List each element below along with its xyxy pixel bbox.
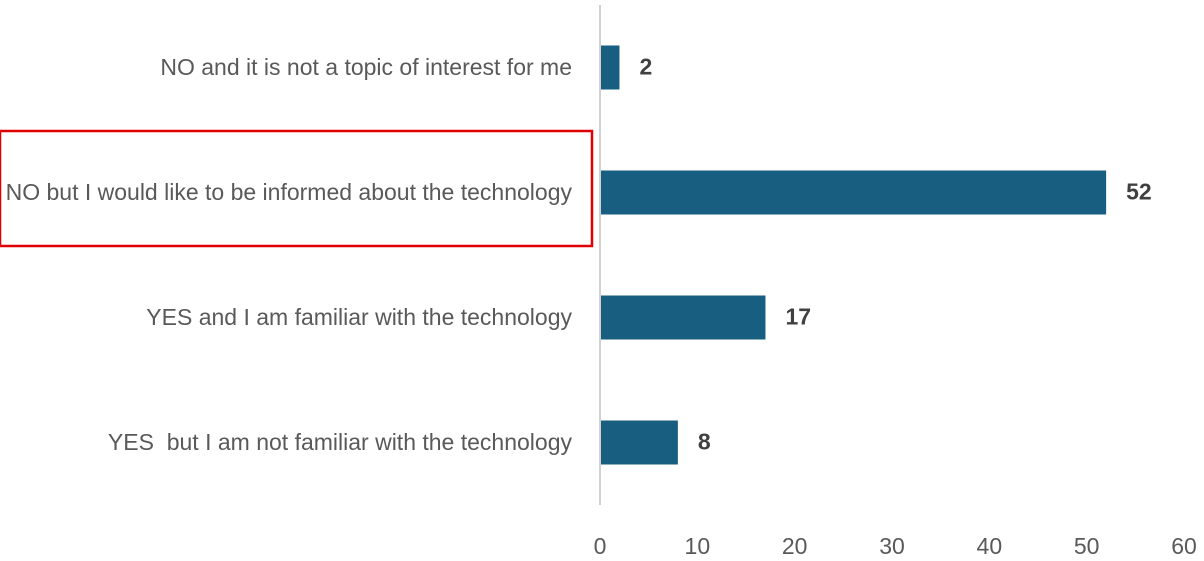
category-label-box: YES and I am familiar with the technolog… (4, 268, 572, 368)
y-tick-label: NO but I would like to be informed about… (5, 178, 572, 205)
data-label: 8 (698, 429, 711, 455)
x-tick-label: 10 (685, 533, 711, 559)
y-tick-label: YES but I am not familiar with the techn… (107, 428, 572, 455)
data-label: 17 (785, 304, 811, 330)
data-label: 2 (639, 54, 652, 80)
y-tick-label: YES and I am familiar with the technolog… (146, 303, 572, 330)
data-label: 52 (1126, 179, 1152, 205)
x-tick-label: 30 (879, 533, 905, 559)
bar (600, 45, 620, 90)
bar (600, 420, 678, 465)
x-tick-label: 0 (594, 533, 607, 559)
y-tick-label: NO and it is not a topic of interest for… (160, 53, 572, 80)
category-label-box: YES but I am not familiar with the techn… (4, 393, 572, 493)
x-tick-label: 50 (1074, 533, 1100, 559)
x-tick-label: 40 (977, 533, 1003, 559)
highlight-box (0, 129, 594, 248)
x-tick-label: 20 (782, 533, 808, 559)
category-label-box: NO and it is not a topic of interest for… (4, 18, 572, 118)
bar (600, 295, 766, 340)
bar (600, 170, 1107, 215)
x-tick-label: 60 (1171, 533, 1197, 559)
category-label-box: NO but I would like to be informed about… (4, 143, 572, 243)
